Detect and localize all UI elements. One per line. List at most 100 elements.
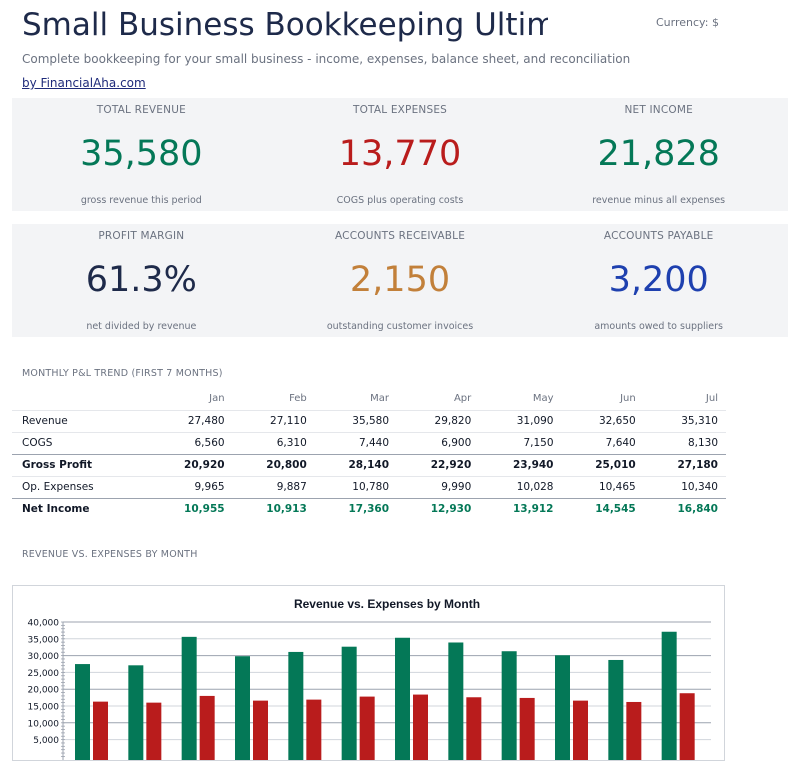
table-cell: 35,580	[314, 409, 398, 432]
table-row-net-income: Net Income 10,955 10,913 17,360 12,930 1…	[12, 497, 726, 520]
kpi-value: 3,200	[608, 260, 709, 300]
table-cell: 9,887	[232, 475, 315, 498]
table-cell: 8,130	[643, 431, 726, 454]
kpi-row-balances: PROFIT MARGIN 61.3% net divided by reven…	[12, 224, 788, 337]
kpi-accounts-payable: ACCOUNTS PAYABLE 3,200 amounts owed to s…	[529, 224, 788, 337]
kpi-caption: revenue minus all expenses	[592, 195, 726, 206]
table-cell: 27,180	[643, 453, 726, 476]
bar-revenue-apr	[235, 656, 250, 760]
bar-expenses-jan	[93, 701, 108, 760]
row-label: COGS	[12, 431, 151, 454]
bar-expenses-nov	[626, 701, 642, 760]
table-cell: 10,465	[561, 475, 644, 498]
table-cell: 12,930	[397, 497, 480, 520]
table-row-revenue: Revenue 27,480 27,110 35,580 29,820 31,0…	[12, 409, 726, 432]
table-cell: 31,090	[479, 409, 562, 432]
table-row-cogs: COGS 6,560 6,310 7,440 6,900 7,150 7,640…	[12, 431, 726, 454]
table-cell: 9,965	[150, 475, 233, 498]
bar-expenses-mar	[199, 695, 215, 760]
chart-title: Revenue vs. Expenses by Month	[294, 597, 480, 611]
pl-trend-table: Jan Feb Mar Apr May Jun Jul Revenue 27,4…	[12, 388, 726, 520]
table-header-row: Jan Feb Mar Apr May Jun Jul	[12, 388, 726, 410]
bar-expenses-aug	[466, 697, 482, 760]
y-tick-label: 25,000	[28, 669, 60, 679]
table-row-op-expenses: Op. Expenses 9,965 9,887 10,780 9,990 10…	[12, 475, 726, 498]
table-cell: 27,110	[232, 409, 315, 432]
kpi-row-income: TOTAL REVENUE 35,580 gross revenue this …	[12, 98, 788, 211]
kpi-profit-margin: PROFIT MARGIN 61.3% net divided by reven…	[12, 224, 271, 337]
table-cell: 20,920	[150, 453, 233, 476]
revenue-expenses-chart: Revenue vs. Expenses by Month 40,000 35,00…	[12, 585, 725, 761]
page-title: Small Business Bookkeeping Ultimate	[22, 7, 548, 43]
kpi-label: NET INCOME	[624, 104, 693, 116]
bar-expenses-dec	[679, 693, 695, 760]
table-cell: 23,940	[479, 453, 562, 476]
col-header-jan: Jan	[209, 393, 225, 405]
y-tick-label: 5,000	[33, 736, 59, 746]
kpi-caption: gross revenue this period	[80, 195, 202, 206]
table-cell: 28,140	[314, 453, 398, 476]
bar-expenses-jul	[413, 694, 428, 760]
pl-section-label: MONTHLY P&L TREND (FIRST 7 MONTHS)	[22, 368, 223, 379]
y-tick-label: 20,000	[28, 686, 60, 696]
currency-label: Currency: $	[656, 16, 719, 29]
table-cell: 29,820	[397, 409, 480, 432]
page-subtitle: Complete bookkeeping for your small busi…	[22, 52, 631, 66]
kpi-caption: COGS plus operating costs	[336, 195, 464, 206]
col-header-may: May	[532, 393, 554, 405]
table-cell: 27,480	[150, 409, 233, 432]
kpi-label: PROFIT MARGIN	[98, 230, 185, 242]
kpi-total-revenue: TOTAL REVENUE 35,580 gross revenue this …	[12, 98, 271, 211]
bar-revenue-mar	[181, 636, 197, 760]
kpi-accounts-receivable: ACCOUNTS RECEIVABLE 2,150 outstanding cu…	[271, 224, 530, 337]
bar-revenue-jun	[341, 646, 357, 760]
table-cell: 32,650	[561, 409, 644, 432]
bar-revenue-may	[288, 651, 304, 760]
bar-expenses-jun	[359, 696, 375, 760]
chart-svg: Revenue vs. Expenses by Month 40,000 35,00…	[28, 597, 711, 760]
row-label: Gross Profit	[12, 453, 151, 476]
table-row-gross-profit: Gross Profit 20,920 20,800 28,140 22,920…	[12, 453, 726, 476]
bar-expenses-feb	[146, 702, 162, 760]
kpi-label: TOTAL EXPENSES	[352, 104, 448, 116]
bar-revenue-nov	[608, 659, 624, 760]
y-tick-label: 40,000	[28, 619, 60, 629]
kpi-value: 35,580	[80, 134, 203, 174]
table-cell: 6,900	[397, 431, 480, 454]
kpi-label: TOTAL REVENUE	[96, 104, 186, 116]
col-header-mar: Mar	[370, 393, 390, 405]
table-cell: 7,440	[314, 431, 398, 454]
y-tick-label: 15,000	[28, 703, 60, 713]
table-cell: 9,990	[397, 475, 480, 498]
kpi-value: 61.3%	[85, 260, 197, 300]
table-cell: 6,310	[232, 431, 315, 454]
col-header-jul: Jul	[705, 393, 718, 405]
bar-expenses-may	[306, 699, 322, 760]
byline-link[interactable]: by FinancialAha.com	[22, 76, 146, 90]
table-cell: 7,150	[479, 431, 562, 454]
table-cell: 6,560	[150, 431, 233, 454]
bar-revenue-feb	[128, 665, 144, 760]
table-cell: 13,912	[479, 497, 562, 520]
table-cell: 25,010	[561, 453, 644, 476]
bar-expenses-sep	[519, 697, 535, 760]
col-header-feb: Feb	[289, 393, 307, 405]
y-tick-label: 35,000	[28, 635, 60, 645]
chart-section-label: REVENUE VS. EXPENSES BY MONTH	[22, 549, 198, 560]
table-cell: 22,920	[397, 453, 480, 476]
table-cell: 10,028	[479, 475, 562, 498]
kpi-label: ACCOUNTS RECEIVABLE	[334, 230, 466, 242]
bar-revenue-sep	[501, 651, 517, 760]
kpi-value: 2,150	[349, 260, 451, 300]
table-header-blank	[12, 388, 150, 410]
table-cell: 10,913	[232, 497, 315, 520]
table-cell: 10,955	[150, 497, 233, 520]
bar-expenses-apr	[253, 700, 268, 760]
y-tick-label: 10,000	[28, 719, 60, 729]
col-header-apr: Apr	[453, 393, 472, 405]
kpi-caption: outstanding customer invoices	[326, 321, 474, 332]
table-cell: 10,340	[643, 475, 726, 498]
table-cell: 14,545	[561, 497, 644, 520]
table-cell: 7,640	[561, 431, 644, 454]
table-cell: 10,780	[314, 475, 398, 498]
